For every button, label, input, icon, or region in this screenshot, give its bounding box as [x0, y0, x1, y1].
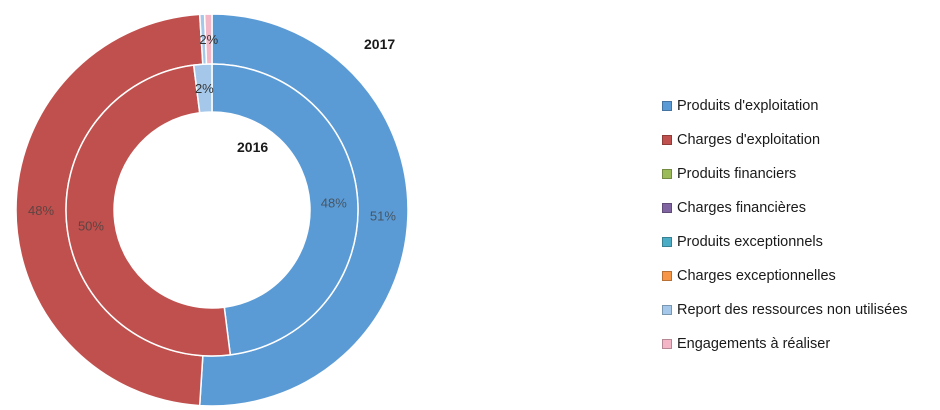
legend: Produits d'exploitation Charges d'exploit…: [662, 89, 908, 361]
legend-item-charges-financieres: Charges financières: [662, 191, 908, 225]
legend-label: Produits financiers: [677, 166, 797, 182]
legend-label: Charges d'exploitation: [677, 132, 821, 148]
legend-swatch: [662, 305, 672, 315]
legend-label: Charges financières: [677, 200, 806, 216]
legend-swatch: [662, 101, 672, 111]
legend-item-charges-exceptionnelles: Charges exceptionnelles: [662, 259, 908, 293]
legend-label: Charges exceptionnelles: [677, 268, 836, 284]
legend-item-charges-d-exploitation: Charges d'exploitation: [662, 123, 908, 157]
data-labels: 51% 48% 2% 48% 50% 2%: [28, 32, 396, 233]
slice-2016-charges-d-exploitation: [65, 64, 232, 357]
doughnut-chart: 51% 48% 2% 48% 50% 2% 2017 2016: [15, 13, 409, 407]
legend-item-engagements-a-realiser: Engagements à réaliser: [662, 327, 908, 361]
legend-swatch: [662, 169, 672, 179]
legend-item-produits-exceptionnels: Produits exceptionnels: [662, 225, 908, 259]
data-label-2016-charges-d-exploitation: 50%: [78, 218, 104, 233]
legend-swatch: [662, 135, 672, 145]
data-label-2016-report-des-ressources-non-utilisees: 2%: [195, 81, 214, 96]
legend-label: Engagements à réaliser: [677, 336, 831, 352]
data-label-2017-charges-d-exploitation: 48%: [28, 203, 54, 218]
legend-item-produits-financiers: Produits financiers: [662, 157, 908, 191]
data-label-2017-produits-d-exploitation: 51%: [370, 208, 396, 223]
legend-swatch: [662, 271, 672, 281]
legend-label: Report des ressources non utilisées: [677, 302, 908, 318]
data-label-2017-engagements-a-realiser: 2%: [199, 32, 218, 47]
legend-swatch: [662, 339, 672, 349]
slice-2016-produits-d-exploitation: [211, 63, 359, 356]
series-name-2017: 2017: [364, 36, 395, 52]
legend-swatch: [662, 237, 672, 247]
legend-item-produits-d-exploitation: Produits d'exploitation: [662, 89, 908, 123]
data-label-2016-produits-d-exploitation: 48%: [321, 195, 347, 210]
legend-swatch: [662, 203, 672, 213]
legend-label: Produits d'exploitation: [677, 98, 819, 114]
legend-label: Produits exceptionnels: [677, 234, 823, 250]
legend-item-report-des-ressources-non-utilisees: Report des ressources non utilisées: [662, 293, 908, 327]
ring-2016: [65, 63, 359, 357]
series-name-2016: 2016: [237, 139, 268, 155]
slice-2016-report-des-ressources-non-utilisees: [192, 63, 213, 114]
